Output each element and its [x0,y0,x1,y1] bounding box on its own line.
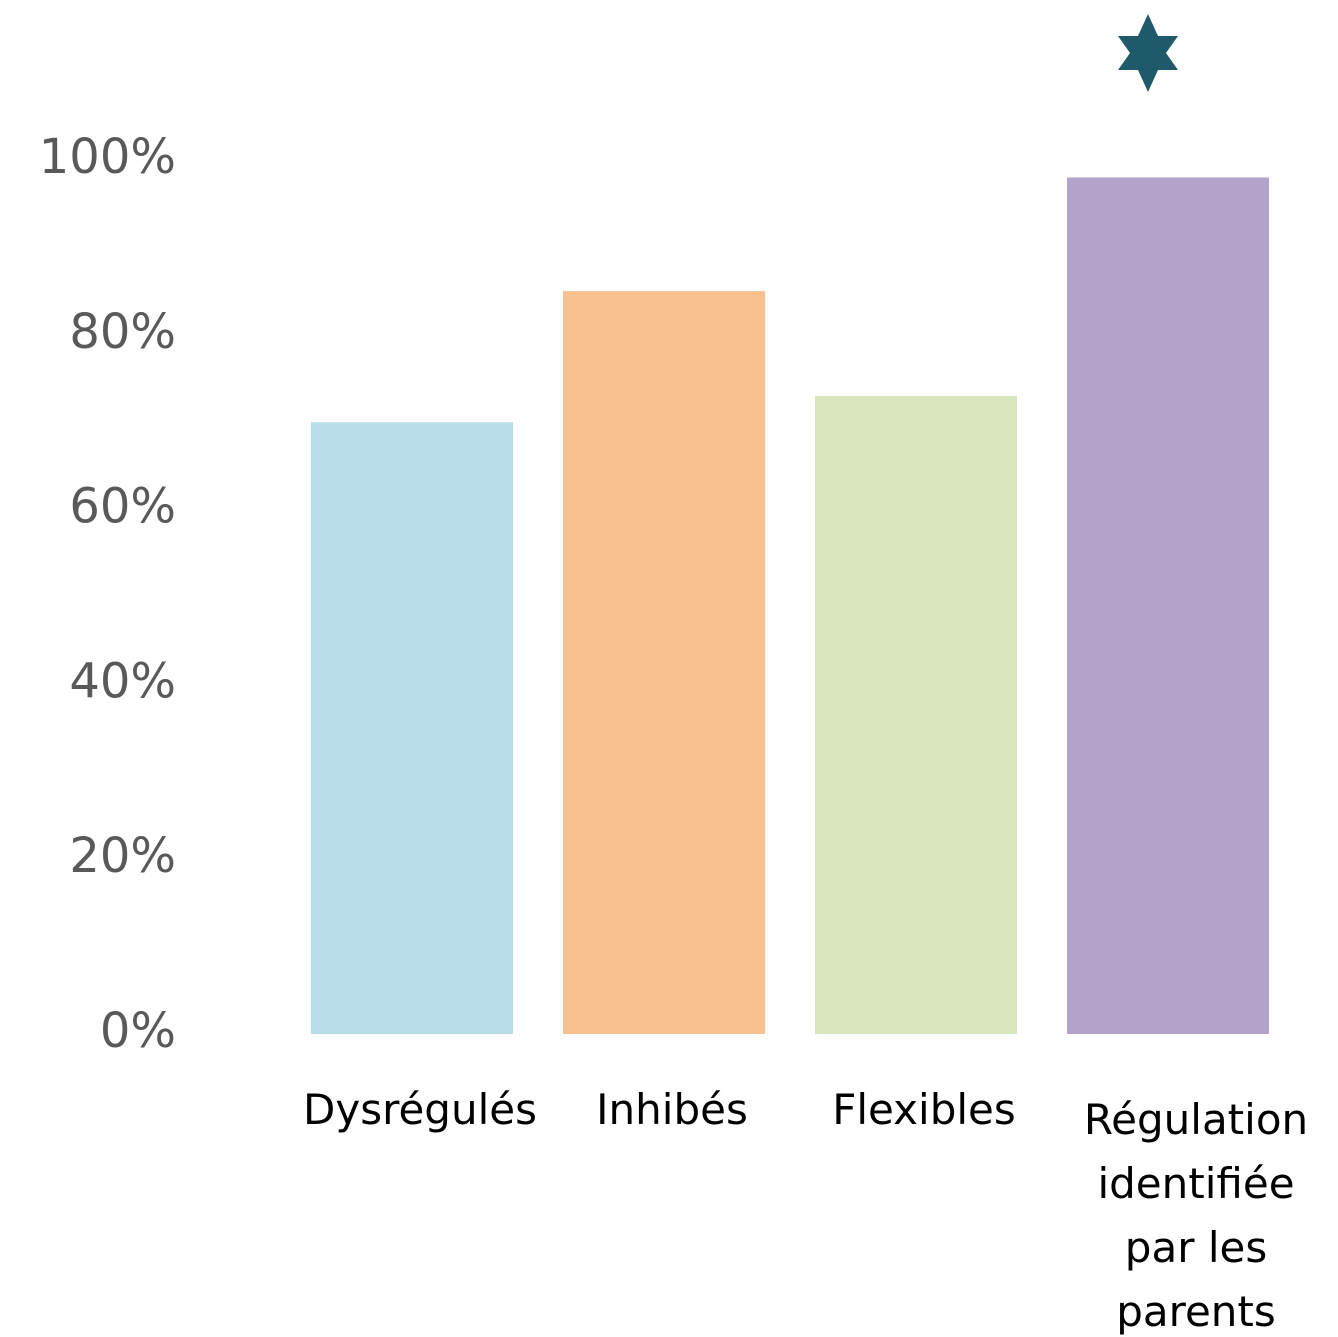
y-tick-label: 80% [69,304,176,360]
bar [815,395,1017,1035]
x-tick-label: Régulation identifiée par les parents [1083,1095,1309,1336]
y-tick-label: 20% [69,828,176,884]
y-tick-label: 60% [69,479,176,535]
bar [311,422,513,1034]
x-tick-label: Flexibles [832,1085,1016,1134]
y-tick-label: 100% [39,129,176,185]
x-tick-label: Dysrégulés [303,1085,537,1134]
bar [563,291,765,1035]
bar [1067,177,1269,1035]
y-tick-label: 0% [100,1003,176,1059]
x-tick-label: Inhibés [596,1085,748,1134]
significance-star [1118,14,1178,92]
y-tick-label: 40% [69,653,176,709]
